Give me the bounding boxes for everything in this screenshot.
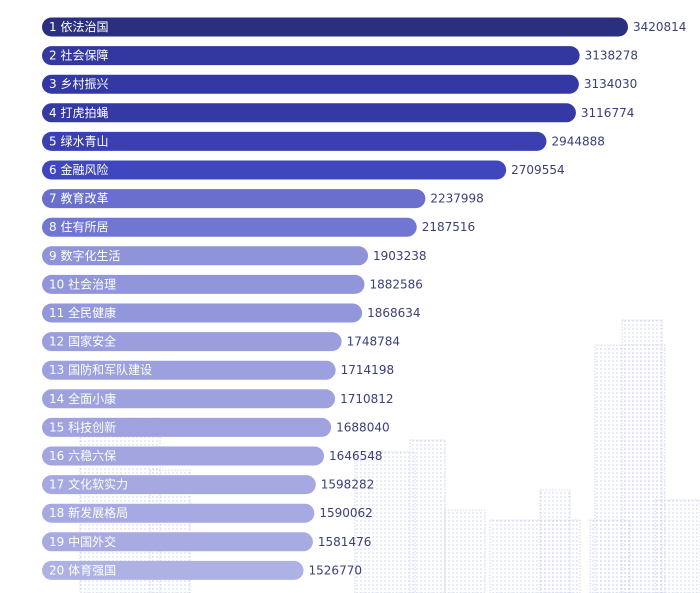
bar-group: 10 社会治理 1882586 xyxy=(42,274,423,294)
category-label: 12 国家安全 xyxy=(49,334,116,349)
bar-group: 12 国家安全 1748784 xyxy=(42,332,400,352)
bar[interactable] xyxy=(42,360,336,380)
category-label: 14 全面小康 xyxy=(49,391,116,406)
category-label: 3 乡村振兴 xyxy=(49,77,108,91)
value-label: 1598282 xyxy=(321,478,374,492)
bar-group: 8 住有所居 2187516 xyxy=(42,217,475,237)
bar[interactable] xyxy=(42,417,332,437)
category-label: 2 社会保障 xyxy=(49,48,108,63)
category-label: 20 体育强国 xyxy=(49,562,116,577)
category-label: 9 数字化生活 xyxy=(49,248,120,263)
category-label: 4 打虎拍蝇 xyxy=(49,105,108,120)
category-label: 19 中国外交 xyxy=(49,534,116,549)
bar[interactable] xyxy=(42,131,547,151)
value-label: 1748784 xyxy=(347,335,400,349)
value-label: 2237998 xyxy=(430,192,483,206)
value-label: 1868634 xyxy=(367,306,420,320)
value-label: 3134030 xyxy=(584,77,637,91)
value-label: 1526770 xyxy=(309,563,362,577)
bar[interactable] xyxy=(42,74,579,94)
value-label: 2944888 xyxy=(551,134,604,148)
category-label: 18 新发展格局 xyxy=(49,505,128,520)
bar-group: 19 中国外交 1581476 xyxy=(42,532,371,552)
value-label: 1646548 xyxy=(329,449,382,463)
value-label: 3116774 xyxy=(581,106,634,120)
category-label: 16 六稳六保 xyxy=(49,448,116,463)
bar[interactable] xyxy=(42,532,313,552)
bar-group: 5 绿水青山 2944888 xyxy=(42,131,605,151)
value-label: 1882586 xyxy=(369,277,422,291)
value-label: 2187516 xyxy=(422,220,475,234)
bar-group: 11 全民健康 1868634 xyxy=(42,303,421,323)
bar[interactable] xyxy=(42,103,576,123)
bar[interactable] xyxy=(42,332,342,352)
bar-group: 6 金融风险 2709554 xyxy=(42,160,565,180)
bar[interactable] xyxy=(42,17,628,37)
bar[interactable] xyxy=(42,274,365,294)
value-label: 1903238 xyxy=(373,249,426,263)
bar-group: 16 六稳六保 1646548 xyxy=(42,446,383,466)
value-label: 1714198 xyxy=(341,363,394,377)
value-label: 2709554 xyxy=(511,163,564,177)
bar[interactable] xyxy=(42,560,304,580)
bar-group: 13 国防和军队建设 1714198 xyxy=(42,360,394,380)
category-label: 10 社会治理 xyxy=(49,276,116,291)
bar-group: 14 全面小康 1710812 xyxy=(42,389,394,409)
category-label: 6 金融风险 xyxy=(49,162,108,177)
value-label: 1590062 xyxy=(319,506,372,520)
category-label: 7 教育改革 xyxy=(49,191,108,206)
bar-group: 4 打虎拍蝇 3116774 xyxy=(42,103,634,123)
bar-group: 18 新发展格局 1590062 xyxy=(42,503,373,523)
bar[interactable] xyxy=(42,446,325,466)
skyline-building xyxy=(589,519,631,593)
category-label: 11 全民健康 xyxy=(49,305,116,320)
bar-group: 17 文化软实力 1598282 xyxy=(42,475,374,495)
bar[interactable] xyxy=(42,246,369,266)
value-label: 1688040 xyxy=(336,420,389,434)
bar-group: 15 科技创新 1688040 xyxy=(42,417,390,437)
bar[interactable] xyxy=(42,303,363,323)
category-label: 8 住有所居 xyxy=(49,220,108,234)
bar[interactable] xyxy=(42,389,336,409)
bar-group: 9 数字化生活 1903238 xyxy=(42,246,426,266)
bar[interactable] xyxy=(42,475,316,495)
bar[interactable] xyxy=(42,189,426,209)
value-label: 3420814 xyxy=(633,20,686,34)
bar-group: 2 社会保障 3138278 xyxy=(42,46,638,66)
value-label: 1710812 xyxy=(340,392,393,406)
bar-group: 3 乡村振兴 3134030 xyxy=(42,74,637,94)
bar[interactable] xyxy=(42,160,507,180)
bar-group: 7 教育改革 2237998 xyxy=(42,189,484,209)
bar-group: 20 体育强国 1526770 xyxy=(42,560,362,580)
category-label: 17 文化软实力 xyxy=(49,477,128,492)
value-label: 3138278 xyxy=(585,49,638,63)
skyline-building xyxy=(539,489,571,593)
category-label: 1 依法治国 xyxy=(49,19,108,34)
category-label: 13 国防和军队建设 xyxy=(49,362,152,377)
bar-group: 1 依法治国 3420814 xyxy=(42,17,686,37)
skyline-building xyxy=(444,509,486,593)
bar[interactable] xyxy=(42,217,417,237)
category-label: 5 绿水青山 xyxy=(49,133,108,148)
skyline-building xyxy=(654,499,700,593)
bar[interactable] xyxy=(42,46,580,66)
bar[interactable] xyxy=(42,503,315,523)
category-label: 15 科技创新 xyxy=(49,419,116,434)
value-label: 1581476 xyxy=(318,535,371,549)
